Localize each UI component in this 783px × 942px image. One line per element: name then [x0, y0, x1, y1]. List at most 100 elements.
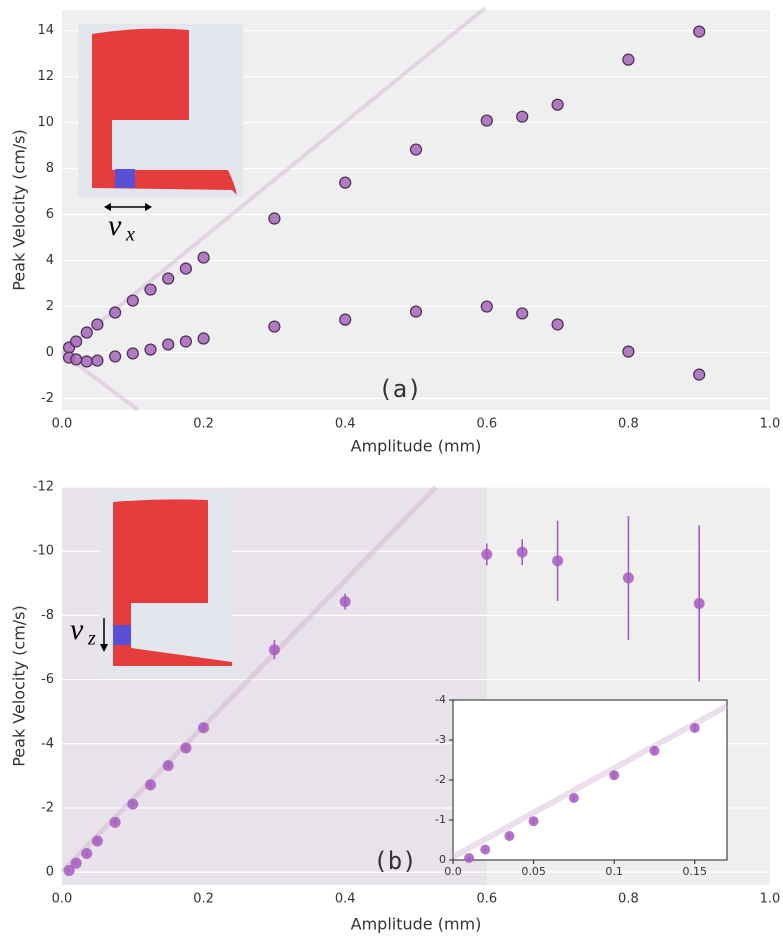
- y-tick-label: -10: [33, 544, 54, 559]
- x-tick-label: 0.0: [444, 865, 462, 878]
- data-point: [622, 53, 635, 66]
- y-tick-label: -2: [41, 391, 54, 406]
- data-point: [689, 723, 700, 733]
- data-point: [180, 742, 192, 754]
- x-tick-label: 0.0: [52, 417, 73, 432]
- x-tick-label: 0.0: [52, 892, 73, 907]
- background-layer: [62, 10, 770, 885]
- data-point: [80, 355, 93, 368]
- x-axis-label: Amplitude (mm): [351, 915, 482, 934]
- data-point: [551, 98, 564, 111]
- data-point: [480, 844, 491, 855]
- data-point: [109, 816, 121, 828]
- data-point: [179, 335, 192, 348]
- x-tick-label: 0.6: [476, 417, 497, 432]
- data-point: [70, 353, 83, 366]
- data-point: [91, 354, 104, 367]
- data-point: [81, 848, 93, 860]
- x-tick-label: 1.0: [760, 417, 781, 432]
- y-tick-label: 0: [439, 853, 446, 866]
- data-point: [126, 294, 139, 307]
- x-tick-label: 0.1: [605, 865, 623, 878]
- data-point: [552, 555, 564, 567]
- y-tick-label: -2: [41, 800, 54, 815]
- data-point: [268, 644, 280, 656]
- inset-label-sub: z: [87, 628, 96, 650]
- y-tick-label: -4: [41, 736, 54, 751]
- x-tick-label: 0.6: [476, 892, 497, 907]
- panel-label: (b): [373, 847, 416, 875]
- y-tick-label: 8: [46, 161, 54, 176]
- data-point: [504, 831, 515, 841]
- data-point: [70, 335, 83, 348]
- data-point: [551, 318, 564, 331]
- panel-label: (a): [378, 375, 421, 403]
- inset-label: v: [108, 209, 122, 242]
- guide-line: [451, 703, 729, 860]
- data-point: [693, 25, 706, 38]
- data-point: [179, 262, 192, 275]
- x-tick-label: 0.4: [335, 892, 356, 907]
- data-point: [145, 779, 156, 791]
- y-tick-label: 12: [37, 69, 54, 84]
- y-tick-label: 10: [37, 115, 54, 130]
- data-point: [339, 313, 352, 326]
- data-point: [144, 343, 157, 356]
- data-point: [528, 816, 539, 827]
- data-point: [649, 745, 660, 756]
- data-point: [409, 305, 423, 318]
- data-point: [108, 306, 122, 319]
- data-point: [162, 272, 175, 285]
- data-point: [568, 793, 579, 803]
- inset-frame: [452, 699, 728, 861]
- x-tick-label: 0.8: [618, 417, 639, 432]
- data-point: [339, 176, 352, 189]
- data-point: [91, 318, 104, 331]
- data-point: [63, 865, 75, 877]
- data-point: [268, 320, 281, 333]
- data-point: [127, 798, 139, 810]
- data-point: [80, 326, 93, 339]
- y-axis-label: Peak Velocity (cm/s): [10, 129, 29, 291]
- y-tick-label: -4: [435, 693, 446, 706]
- data-point: [144, 283, 157, 296]
- inset-image-b: [100, 493, 232, 675]
- inset-image-a: [78, 24, 243, 211]
- x-tick-label: 0.15: [683, 865, 708, 878]
- data-point: [516, 110, 529, 123]
- y-tick-label: -6: [41, 672, 54, 687]
- x-tick-label: 0.4: [335, 417, 356, 432]
- y-tick-label: -2: [435, 773, 446, 786]
- data-point: [622, 572, 634, 584]
- data-point: [126, 347, 139, 360]
- inset-label: v: [70, 613, 84, 646]
- x-axis-label: Amplitude (mm): [351, 437, 482, 456]
- data-point: [70, 857, 82, 869]
- data-point: [609, 770, 620, 781]
- y-tick-label: -8: [41, 608, 54, 623]
- y-tick-label: 6: [46, 207, 54, 222]
- data-point: [693, 598, 705, 610]
- y-tick-label: -1: [435, 813, 446, 826]
- data-point: [516, 307, 529, 320]
- data-point: [162, 338, 175, 351]
- y-axis-label: Peak Velocity (cm/s): [10, 605, 29, 767]
- y-tick-label: 0: [46, 865, 54, 880]
- data-point: [480, 300, 493, 313]
- y-tick-label: -12: [33, 480, 54, 495]
- data-point: [464, 853, 475, 863]
- y-tick-label: 4: [46, 253, 54, 268]
- data-point: [108, 350, 122, 363]
- data-point: [268, 212, 281, 225]
- y-tick-label: 0: [46, 345, 54, 360]
- data-point: [162, 760, 174, 772]
- data-point: [91, 835, 103, 847]
- y-tick-label: -3: [435, 733, 446, 746]
- x-tick-label: 1.0: [760, 892, 781, 907]
- guide-line: [60, 485, 438, 874]
- data-point: [622, 345, 635, 358]
- data-point: [693, 368, 706, 381]
- y-tick-label: 14: [37, 23, 54, 38]
- data-point: [197, 332, 210, 345]
